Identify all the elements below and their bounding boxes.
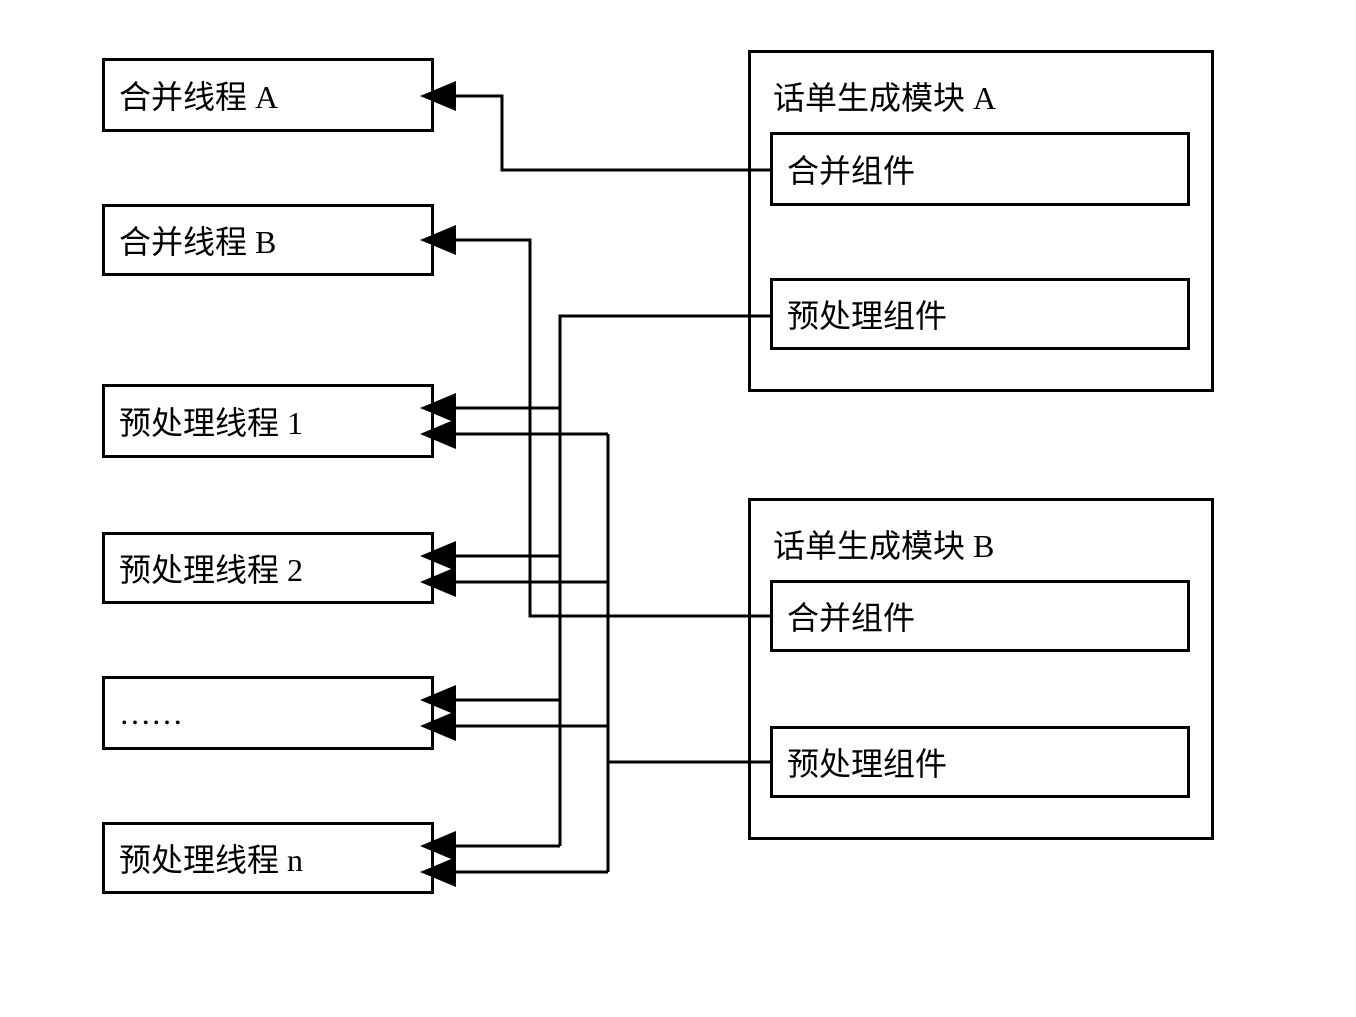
edge-b-preproc-bus <box>608 434 770 872</box>
preproc-thread-2: 预处理线程 2 <box>102 532 434 604</box>
edge-b-merge-to-thread-b <box>450 240 770 616</box>
ellipsis-box: …… <box>102 676 434 750</box>
module-b-merge-component: 合并组件 <box>770 580 1190 652</box>
module-a-preproc-component: 预处理组件 <box>770 278 1190 350</box>
preproc-thread-n-label: 预处理线程 n <box>119 835 303 881</box>
preproc-thread-2-label: 预处理线程 2 <box>119 545 303 591</box>
module-a-merge-component: 合并组件 <box>770 132 1190 206</box>
module-b-merge-label: 合并组件 <box>787 593 915 639</box>
diagram-root: 合并线程 A 合并线程 B 预处理线程 1 预处理线程 2 …… 预处理线程 n… <box>0 0 1356 1017</box>
module-b-preproc-component: 预处理组件 <box>770 726 1190 798</box>
module-a-merge-label: 合并组件 <box>787 146 915 192</box>
preproc-thread-n: 预处理线程 n <box>102 822 434 894</box>
edge-a-preproc-bus <box>560 316 770 846</box>
ellipsis-label: …… <box>119 695 183 732</box>
preproc-thread-1: 预处理线程 1 <box>102 384 434 458</box>
merge-thread-a: 合并线程 A <box>102 58 434 132</box>
module-a-title: 话单生成模块 A <box>773 73 996 119</box>
merge-thread-b: 合并线程 B <box>102 204 434 276</box>
merge-thread-b-label: 合并线程 B <box>119 217 276 263</box>
module-b-title: 话单生成模块 B <box>773 521 994 567</box>
module-a-preproc-label: 预处理组件 <box>787 291 947 337</box>
module-b-preproc-label: 预处理组件 <box>787 739 947 785</box>
preproc-thread-1-label: 预处理线程 1 <box>119 398 303 444</box>
merge-thread-a-label: 合并线程 A <box>119 72 278 118</box>
edge-a-merge-to-thread-a <box>450 96 770 170</box>
